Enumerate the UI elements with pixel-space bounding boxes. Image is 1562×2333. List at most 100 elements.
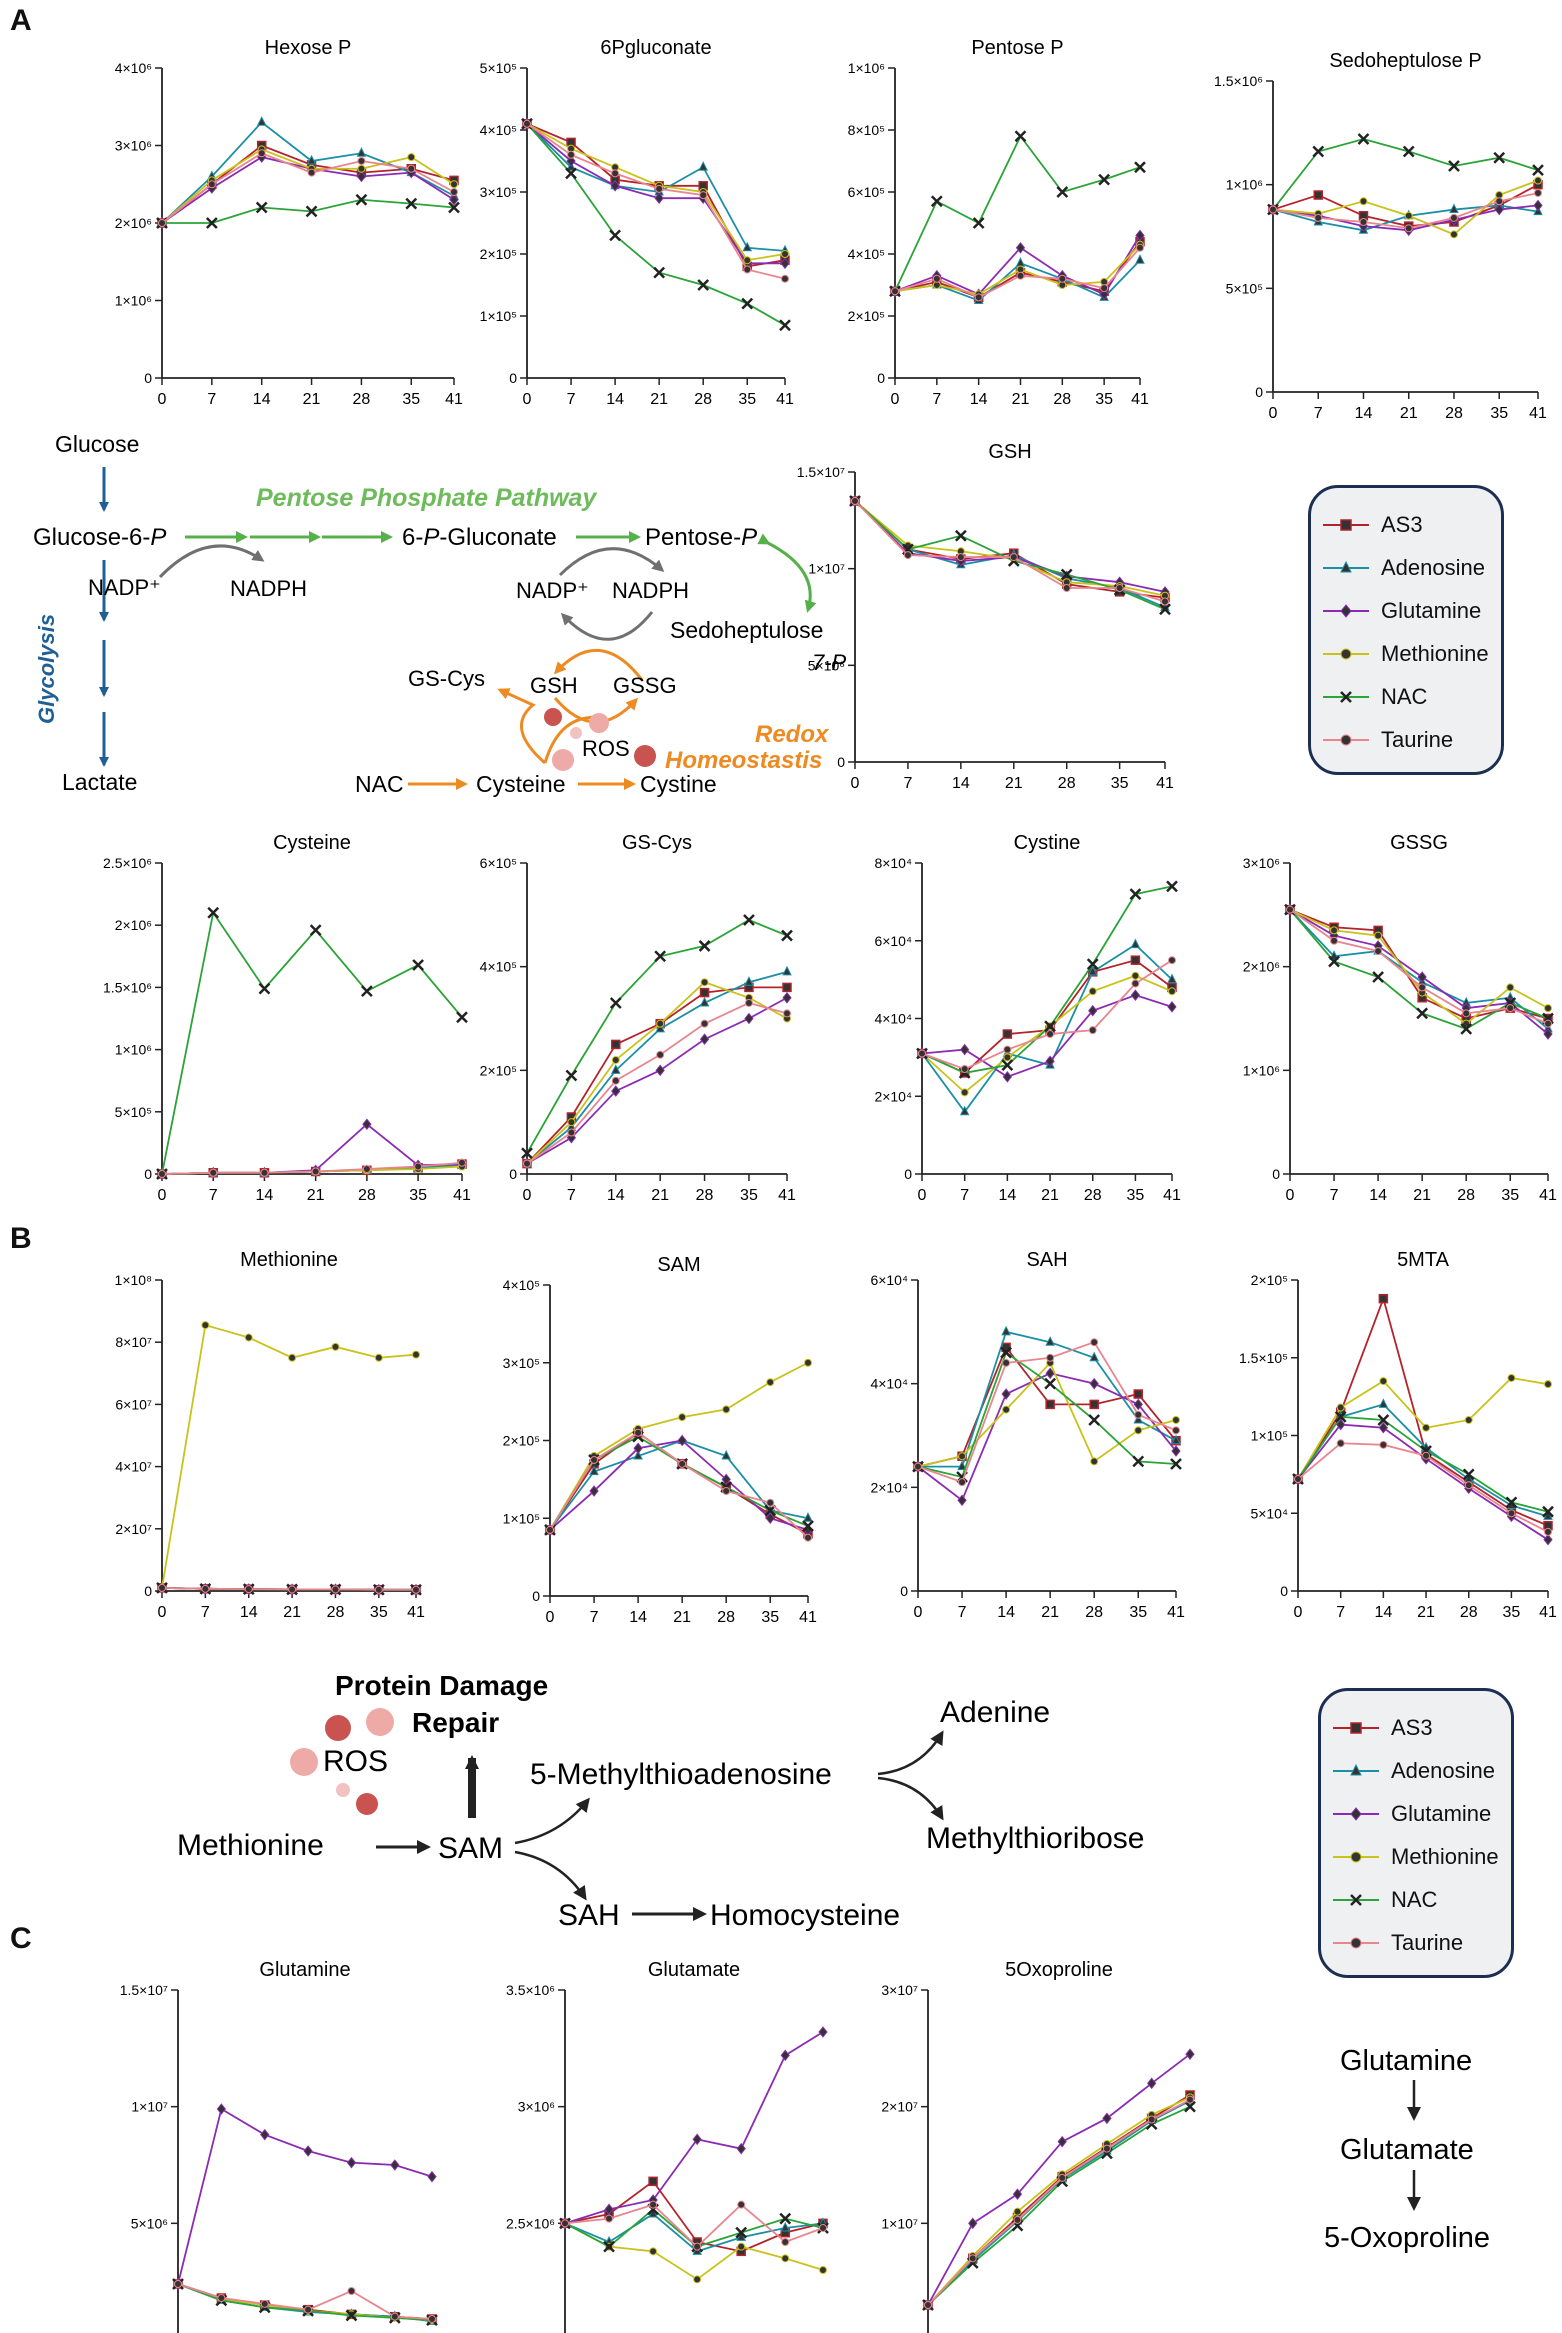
y-tick-label: 5×10⁶ bbox=[131, 2215, 168, 2231]
data-point bbox=[1088, 987, 1097, 996]
series-as3 bbox=[1293, 1293, 1553, 1531]
y-tick-label: 3×10⁶ bbox=[115, 138, 152, 154]
x-tick-label: 28 bbox=[1058, 775, 1076, 792]
data-point bbox=[765, 1512, 775, 1525]
series-line bbox=[564, 2031, 824, 2225]
data-point bbox=[958, 1452, 967, 1461]
x-tick-label: 21 bbox=[1012, 391, 1030, 408]
x-tick-label: 21 bbox=[1005, 775, 1023, 792]
chart-title: Pentose P bbox=[971, 37, 1063, 59]
data-point bbox=[1099, 288, 1109, 301]
data-point bbox=[331, 1342, 340, 1351]
data-point bbox=[974, 293, 983, 302]
x-tick-label: 14 bbox=[998, 1187, 1016, 1204]
y-tick-label: 0 bbox=[837, 754, 845, 770]
x-tick-label: 14 bbox=[952, 775, 970, 792]
data-point bbox=[1044, 1020, 1056, 1033]
y-tick-label: 2×10⁵ bbox=[848, 308, 885, 324]
data-point bbox=[1132, 1455, 1145, 1468]
data-point bbox=[737, 2242, 746, 2251]
glucose6p-label: Glucose-6-P bbox=[33, 524, 166, 551]
data-point bbox=[914, 1462, 922, 1471]
y-tick-label: 1×10⁸ bbox=[115, 1272, 153, 1288]
data-point bbox=[207, 906, 220, 919]
data-point bbox=[693, 2242, 702, 2251]
chart-gssg: GSSG 0 1×10⁶ 2×10⁶ 3×10⁶ 0 7 14 21 28 35 41 bbox=[1243, 832, 1557, 1204]
chart-title: Sedoheptulose P bbox=[1329, 50, 1481, 72]
data-point bbox=[1404, 211, 1413, 220]
legend-item-nac: NAC bbox=[1331, 1880, 1437, 1920]
data-point bbox=[1506, 1004, 1515, 1013]
data-point bbox=[1136, 243, 1144, 252]
y-tick-label: 1×10⁷ bbox=[131, 2099, 168, 2115]
legend-marker bbox=[1350, 1807, 1362, 1821]
data-point bbox=[427, 2170, 437, 2183]
gscys-label: GS-Cys bbox=[408, 666, 485, 691]
y-tick-label: 5×10⁶ bbox=[808, 657, 845, 673]
y-tick-label: 0 bbox=[877, 370, 885, 386]
data-point bbox=[1336, 1439, 1345, 1448]
y-tick-label: 8×10⁵ bbox=[848, 122, 885, 138]
legend-marker bbox=[1350, 1937, 1362, 1949]
data-point bbox=[1001, 1059, 1014, 1072]
arrow-cys-gscys bbox=[497, 688, 546, 765]
legend-marker bbox=[1350, 1763, 1362, 1776]
x-tick-label: 41 bbox=[1167, 1604, 1185, 1621]
data-point bbox=[1147, 2077, 1157, 2090]
x-tick-label: 7 bbox=[1314, 405, 1323, 422]
data-point bbox=[781, 250, 789, 258]
pathway-diagram: Glucose Glucose-6-P Glycolysis Lactate P… bbox=[33, 431, 847, 797]
data-point bbox=[257, 149, 266, 158]
x-tick-label: 21 bbox=[1041, 1604, 1059, 1621]
x-tick-label: 41 bbox=[1163, 1187, 1181, 1204]
data-point bbox=[458, 1158, 466, 1167]
data-point bbox=[1416, 1007, 1429, 1020]
x-tick-label: 28 bbox=[1084, 1187, 1102, 1204]
data-point bbox=[783, 1009, 791, 1018]
data-point bbox=[201, 1584, 210, 1593]
data-point bbox=[1172, 1415, 1180, 1424]
data-point bbox=[566, 155, 576, 167]
data-point bbox=[1060, 568, 1073, 581]
series-nac bbox=[922, 2100, 1196, 2311]
data-point bbox=[1167, 973, 1177, 984]
data-point bbox=[1171, 1445, 1181, 1457]
data-point bbox=[561, 2219, 569, 2228]
data-point bbox=[1133, 1413, 1144, 1424]
ros2-dot-3 bbox=[290, 1748, 318, 1776]
data-point bbox=[374, 1353, 383, 1362]
data-point bbox=[1013, 2207, 1022, 2216]
x-tick-label: 35 bbox=[409, 1187, 427, 1204]
sah-node: SAH bbox=[558, 1899, 620, 1932]
data-point bbox=[1170, 1458, 1182, 1470]
data-point bbox=[960, 1088, 969, 1097]
data-point bbox=[656, 1019, 665, 1028]
chart-title: SAH bbox=[1026, 1249, 1067, 1271]
legend-label: Methionine bbox=[1391, 1844, 1499, 1869]
data-point bbox=[959, 1105, 970, 1116]
data-point bbox=[158, 1583, 166, 1592]
data-point bbox=[744, 1012, 754, 1025]
panel-label-c: C bbox=[10, 1922, 32, 1955]
data-point bbox=[698, 940, 711, 952]
chart-sam: SAM 0 1×10⁵ 2×10⁵ 3×10⁵ 4×10⁵ 0 7 14 21 28 35 41 bbox=[503, 1254, 817, 1626]
data-point bbox=[260, 2299, 269, 2308]
ros-label-1: ROS bbox=[582, 736, 630, 761]
data-point bbox=[1377, 1414, 1390, 1426]
data-point bbox=[1544, 1527, 1552, 1536]
y-tick-label: 0 bbox=[1280, 1583, 1288, 1599]
x-tick-label: 14 bbox=[240, 1604, 258, 1621]
x-tick-label: 14 bbox=[970, 391, 988, 408]
data-point bbox=[356, 170, 367, 183]
data-point bbox=[930, 195, 943, 208]
redox-label-2: Homeostastis bbox=[665, 747, 822, 774]
data-point bbox=[678, 1413, 687, 1422]
data-point bbox=[1167, 1001, 1177, 1013]
x-tick-label: 41 bbox=[778, 1187, 796, 1204]
mta-node: 5-Methylthioadenosine bbox=[530, 1758, 832, 1791]
data-point bbox=[1534, 176, 1542, 185]
data-point bbox=[1494, 203, 1504, 216]
data-point bbox=[1130, 938, 1141, 949]
chart-gsh: GSH 0 5×10⁶ 1×10⁷ 1.5×10⁷ 0 7 14 21 28 35 41 bbox=[797, 441, 1174, 792]
